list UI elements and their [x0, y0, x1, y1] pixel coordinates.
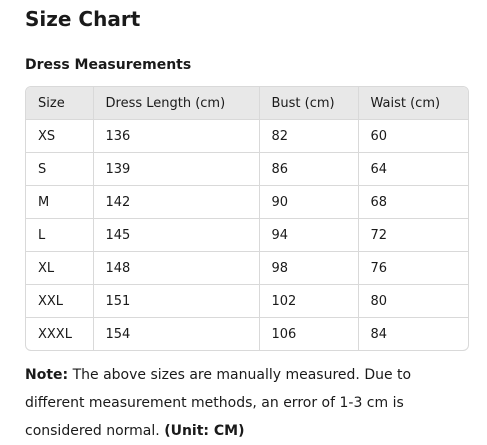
- table-row: L 145 94 72: [26, 218, 468, 252]
- cell-dress-length: 154: [93, 317, 260, 350]
- table-row: S 139 86 64: [26, 152, 468, 186]
- measurement-note: Note: The above sizes are manually measu…: [25, 361, 465, 445]
- section-subtitle: Dress Measurements: [25, 57, 192, 73]
- cell-waist: 80: [358, 284, 468, 318]
- header-dress-length: Dress Length (cm): [93, 87, 260, 120]
- cell-bust: 106: [259, 317, 359, 350]
- cell-waist: 76: [358, 251, 468, 285]
- cell-waist: 68: [358, 185, 468, 219]
- size-chart-page: Size Chart Dress Measurements Size Dress…: [25, 0, 471, 445]
- cell-dress-length: 148: [93, 251, 260, 285]
- cell-dress-length: 145: [93, 218, 260, 252]
- cell-size: XXXL: [26, 317, 94, 350]
- cell-waist: 72: [358, 218, 468, 252]
- note-label: Note:: [25, 367, 69, 383]
- header-bust: Bust (cm): [259, 87, 359, 120]
- table-row: XXXL 154 106 84: [26, 317, 468, 350]
- cell-bust: 98: [259, 251, 359, 285]
- cell-dress-length: 151: [93, 284, 260, 318]
- page-title: Size Chart: [25, 7, 141, 31]
- cell-bust: 82: [259, 119, 359, 153]
- cell-size: S: [26, 152, 94, 186]
- cell-size: XS: [26, 119, 94, 153]
- table-header-row: Size Dress Length (cm) Bust (cm) Waist (…: [26, 87, 468, 120]
- cell-dress-length: 142: [93, 185, 260, 219]
- cell-size: XL: [26, 251, 94, 285]
- table-row: XXL 151 102 80: [26, 284, 468, 318]
- cell-dress-length: 136: [93, 119, 260, 153]
- size-table-container: Size Dress Length (cm) Bust (cm) Waist (…: [25, 86, 469, 351]
- cell-waist: 64: [358, 152, 468, 186]
- note-text: The above sizes are manually measured. D…: [25, 367, 412, 439]
- size-table: Size Dress Length (cm) Bust (cm) Waist (…: [26, 87, 468, 350]
- cell-bust: 86: [259, 152, 359, 186]
- table-row: XS 136 82 60: [26, 119, 468, 153]
- header-waist: Waist (cm): [358, 87, 468, 120]
- cell-waist: 84: [370, 326, 388, 342]
- table-row: M 142 90 68: [26, 185, 468, 219]
- cell-dress-length: 139: [93, 152, 260, 186]
- header-size: Size: [26, 87, 94, 120]
- cell-bust: 102: [259, 284, 359, 318]
- cell-bust: 90: [259, 185, 359, 219]
- cell-size: L: [26, 218, 94, 252]
- cell-size: M: [26, 185, 94, 219]
- note-unit: (Unit: CM): [164, 423, 245, 439]
- cell-waist: 60: [358, 119, 468, 153]
- table-row: XL 148 98 76: [26, 251, 468, 285]
- cell-bust: 94: [259, 218, 359, 252]
- cell-size: XXL: [26, 284, 94, 318]
